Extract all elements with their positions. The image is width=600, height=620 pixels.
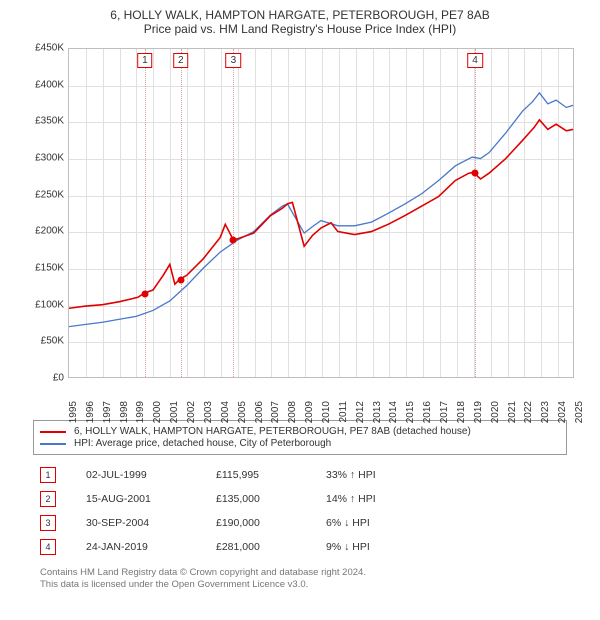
transaction-price: £115,995 <box>216 469 326 481</box>
x-axis-label: 2012 <box>355 401 366 423</box>
legend-label: 6, HOLLY WALK, HAMPTON HARGATE, PETERBOR… <box>74 426 471 437</box>
transaction-dot <box>177 277 184 284</box>
transaction-date: 15-AUG-2001 <box>86 493 216 505</box>
x-axis-label: 2015 <box>405 401 416 423</box>
x-axis-label: 1997 <box>102 401 113 423</box>
x-axis-label: 2006 <box>254 401 265 423</box>
marker-box: 4 <box>467 53 483 68</box>
footer-line-1: Contains HM Land Registry data © Crown c… <box>40 567 560 579</box>
x-axis-label: 2005 <box>237 401 248 423</box>
legend-label: HPI: Average price, detached house, City… <box>74 438 331 449</box>
transaction-diff: 9% HPI <box>326 541 446 553</box>
marker-box: 3 <box>226 53 242 68</box>
legend-row: 6, HOLLY WALK, HAMPTON HARGATE, PETERBOR… <box>40 426 560 437</box>
y-axis-label: £200K <box>20 226 64 237</box>
x-axis-label: 1995 <box>68 401 79 423</box>
x-axis-label: 2010 <box>321 401 332 423</box>
marker-box: 2 <box>173 53 189 68</box>
x-axis-label: 1998 <box>119 401 130 423</box>
transaction-number-box: 3 <box>40 515 56 531</box>
title-line-2: Price paid vs. HM Land Registry's House … <box>8 22 592 36</box>
x-axis-label: 2008 <box>287 401 298 423</box>
transactions-table: 102-JUL-1999£115,99533% HPI215-AUG-2001£… <box>40 463 560 559</box>
y-axis-label: £300K <box>20 153 64 164</box>
x-axis-label: 2021 <box>507 401 518 423</box>
transaction-date: 30-SEP-2004 <box>86 517 216 529</box>
y-axis-label: £400K <box>20 79 64 90</box>
transaction-row: 4 24-JAN-2019£281,0009% HPI <box>40 535 560 559</box>
y-axis-label: £150K <box>20 263 64 274</box>
x-axis-label: 2017 <box>439 401 450 423</box>
x-axis-label: 2019 <box>473 401 484 423</box>
x-axis-label: 2020 <box>490 401 501 423</box>
x-axis-label: 2011 <box>338 401 349 423</box>
y-axis-label: £350K <box>20 116 64 127</box>
transaction-row: 2 15-AUG-2001£135,00014% HPI <box>40 487 560 511</box>
chart-title: 6, HOLLY WALK, HAMPTON HARGATE, PETERBOR… <box>8 8 592 36</box>
transaction-dot <box>141 290 148 297</box>
transaction-price: £135,000 <box>216 493 326 505</box>
footer-attribution: Contains HM Land Registry data © Crown c… <box>40 567 560 592</box>
transaction-price: £281,000 <box>216 541 326 553</box>
transaction-dot <box>230 236 237 243</box>
x-axis-label: 2014 <box>388 401 399 423</box>
footer-line-2: This data is licensed under the Open Gov… <box>40 579 560 591</box>
x-axis-label: 2002 <box>186 401 197 423</box>
y-axis-label: £250K <box>20 189 64 200</box>
transaction-diff: 14% HPI <box>326 493 446 505</box>
transaction-date: 02-JUL-1999 <box>86 469 216 481</box>
y-axis-label: £100K <box>20 299 64 310</box>
x-axis-label: 2009 <box>304 401 315 423</box>
transaction-date: 24-JAN-2019 <box>86 541 216 553</box>
legend: 6, HOLLY WALK, HAMPTON HARGATE, PETERBOR… <box>33 420 567 455</box>
x-axis-label: 1999 <box>135 401 146 423</box>
x-axis-label: 2023 <box>540 401 551 423</box>
transaction-dot <box>471 169 478 176</box>
y-axis-label: £450K <box>20 43 64 54</box>
chart-lines <box>69 49 573 378</box>
transaction-number-box: 4 <box>40 539 56 555</box>
x-axis-label: 2007 <box>270 401 281 423</box>
marker-box: 1 <box>137 53 153 68</box>
series-property <box>69 120 573 308</box>
x-axis-label: 2024 <box>557 401 568 423</box>
x-axis-label: 2003 <box>203 401 214 423</box>
x-axis-label: 2004 <box>220 401 231 423</box>
plot-area: 1 2 3 4 <box>68 48 574 378</box>
transaction-number-box: 1 <box>40 467 56 483</box>
transaction-diff: 6% HPI <box>326 517 446 529</box>
chart: 1 2 3 4 £0 £50K £100K £150K £200K £250K £300K £350… <box>20 42 580 412</box>
transaction-row: 3 30-SEP-2004£190,0006% HPI <box>40 511 560 535</box>
y-axis-label: £50K <box>20 336 64 347</box>
x-axis-label: 2016 <box>422 401 433 423</box>
x-axis-label: 2018 <box>456 401 467 423</box>
x-axis-label: 2022 <box>523 401 534 423</box>
transaction-price: £190,000 <box>216 517 326 529</box>
x-axis-label: 2013 <box>372 401 383 423</box>
title-line-1: 6, HOLLY WALK, HAMPTON HARGATE, PETERBOR… <box>8 8 592 22</box>
x-axis-label: 2001 <box>169 401 180 423</box>
transaction-row: 1 02-JUL-1999£115,99533% HPI <box>40 463 560 487</box>
x-axis-label: 2025 <box>574 401 585 423</box>
legend-row: HPI: Average price, detached house, City… <box>40 438 560 449</box>
x-axis-label: 2000 <box>152 401 163 423</box>
transaction-number-box: 2 <box>40 491 56 507</box>
transaction-diff: 33% HPI <box>326 469 446 481</box>
y-axis-label: £0 <box>20 373 64 384</box>
legend-swatch <box>40 443 66 445</box>
legend-swatch <box>40 431 66 433</box>
x-axis-label: 1996 <box>85 401 96 423</box>
